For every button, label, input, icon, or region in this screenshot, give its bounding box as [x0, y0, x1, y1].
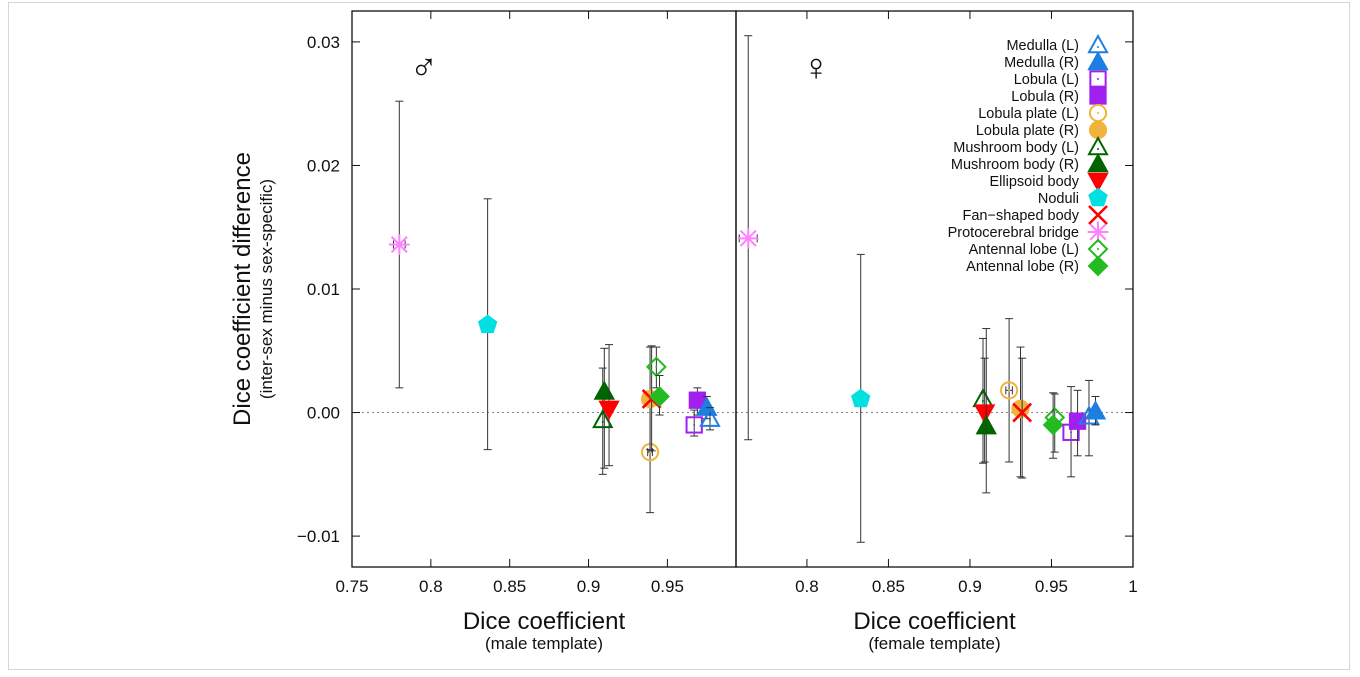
- data-point: [477, 314, 498, 334]
- legend-label: Protocerebral bridge: [948, 225, 1079, 241]
- legend-item: Medulla (L): [1006, 33, 1109, 54]
- x-tick-label-male: 0.9: [577, 577, 601, 596]
- legend-label: Medulla (L): [1006, 38, 1079, 54]
- data-point: [1011, 399, 1030, 418]
- axes: [351, 10, 1134, 568]
- legend-marker: [1087, 135, 1109, 156]
- legend-item: Ellipsoid body: [990, 172, 1109, 193]
- x-tick-label-male: 0.95: [651, 577, 684, 596]
- legend-marker: [1088, 120, 1108, 140]
- legend-item: Antennal lobe (R): [966, 255, 1109, 277]
- legend-label: Medulla (R): [1004, 55, 1079, 71]
- legend-item: Lobula plate (L): [978, 103, 1108, 123]
- legend-label: Antennal lobe (R): [966, 259, 1079, 275]
- legend-label: Antennal lobe (L): [969, 242, 1079, 258]
- legend-label: Fan−shaped body: [963, 208, 1080, 224]
- legend-label: Lobula plate (L): [978, 106, 1079, 122]
- legend-label: Mushroom body (R): [951, 157, 1079, 173]
- legend-item: Fan−shaped body: [963, 205, 1108, 225]
- legend-label: Ellipsoid body: [990, 174, 1080, 190]
- data-point: [999, 381, 1019, 400]
- data-point: [649, 386, 670, 407]
- legend-item: Lobula (R): [1011, 87, 1107, 105]
- x-axis-subtitle-male: (male template): [485, 634, 603, 653]
- data-point: [737, 227, 759, 249]
- legend-item: Protocerebral bridge: [948, 221, 1109, 243]
- figure-frame: [8, 2, 1350, 670]
- y-tick-label: −0.01: [297, 527, 340, 546]
- data-point: [1068, 412, 1087, 430]
- legend-marker: [1087, 33, 1109, 54]
- legend-label: Lobula plate (R): [976, 123, 1079, 139]
- legend-marker: [1088, 187, 1108, 207]
- data-point: [699, 407, 721, 427]
- data-point: [975, 415, 997, 435]
- male-symbol: ♂: [410, 47, 439, 89]
- y-tick-label: 0.02: [307, 156, 340, 175]
- x-axis-title-male: Dice coefficient: [463, 608, 626, 635]
- plot-frame-female: [735, 10, 1134, 568]
- x-tick-label-female: 0.95: [1035, 577, 1068, 596]
- legend: Medulla (L)Medulla (R)Lobula (L)Lobula (…: [948, 33, 1109, 277]
- legend-item: Lobula (L): [1014, 70, 1107, 88]
- legend-item: Lobula plate (R): [976, 120, 1108, 140]
- legend-label: Lobula (L): [1014, 72, 1079, 88]
- legend-marker: [1089, 70, 1107, 88]
- data-point: [850, 388, 871, 408]
- data-point: [388, 234, 410, 255]
- data-point: [973, 404, 996, 424]
- x-axis-subtitle-female: (female template): [868, 634, 1000, 653]
- data-point: [592, 408, 614, 429]
- x-tick-label-female: 0.9: [958, 577, 982, 596]
- data-point: [1012, 402, 1033, 423]
- x-tick-label-male: 0.8: [419, 577, 443, 596]
- data-point: [1084, 400, 1107, 420]
- legend-marker: [1087, 238, 1109, 260]
- x-tick-label-male: 0.85: [493, 577, 526, 596]
- data-point: [598, 400, 620, 420]
- x-tick-label-female: 1: [1128, 577, 1137, 596]
- x-tick-label-female: 0.85: [872, 577, 905, 596]
- legend-item: Mushroom body (R): [951, 152, 1109, 173]
- x-tick-label-male: 0.75: [335, 577, 368, 596]
- x-axis-title-female: Dice coefficient: [853, 608, 1016, 635]
- plot-frame-male: [351, 10, 737, 568]
- legend-label: Noduli: [1038, 191, 1079, 207]
- data-points: [388, 35, 1107, 543]
- y-tick-label: 0.01: [307, 280, 340, 299]
- error-bar: [1018, 357, 1027, 479]
- legend-item: Medulla (R): [1004, 50, 1109, 71]
- legend-marker: [1088, 103, 1108, 123]
- legend-item: Noduli: [1038, 187, 1108, 207]
- legend-marker: [1087, 255, 1109, 277]
- error-bar: [982, 328, 991, 494]
- y-axis-title: Dice coefficient difference: [229, 152, 256, 426]
- x-tick-label-female: 0.8: [795, 577, 819, 596]
- legend-label: Lobula (R): [1011, 89, 1079, 105]
- legend-marker: [1089, 87, 1107, 105]
- legend-item: Antennal lobe (L): [969, 238, 1109, 260]
- legend-marker: [1087, 152, 1109, 173]
- legend-marker: [1087, 50, 1109, 71]
- y-tick-label: 0.00: [307, 404, 340, 423]
- y-tick-label: 0.03: [307, 33, 340, 52]
- data-point: [593, 380, 616, 400]
- legend-item: Mushroom body (L): [953, 135, 1109, 156]
- female-symbol: ♀: [802, 47, 831, 89]
- legend-label: Mushroom body (L): [953, 140, 1079, 156]
- y-axis-subtitle: (inter-sex minus sex-specific): [257, 179, 276, 399]
- data-point: [1042, 414, 1064, 436]
- legend-marker: [1088, 205, 1108, 225]
- legend-marker: [1087, 172, 1109, 193]
